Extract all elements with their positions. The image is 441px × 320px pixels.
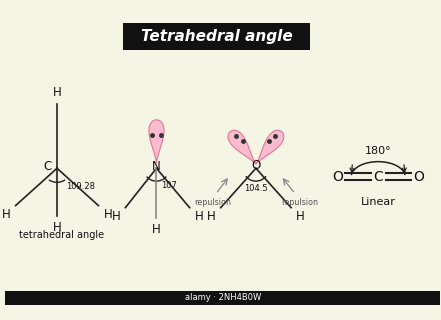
Text: 107: 107 bbox=[161, 181, 177, 190]
Text: O: O bbox=[413, 170, 424, 184]
FancyBboxPatch shape bbox=[5, 291, 440, 305]
Text: Tetrahedral angle: Tetrahedral angle bbox=[141, 29, 292, 44]
Text: H: H bbox=[296, 210, 305, 223]
Text: H: H bbox=[112, 210, 120, 223]
Text: alamy · 2NH4B0W: alamy · 2NH4B0W bbox=[185, 293, 261, 302]
Text: 104.5: 104.5 bbox=[244, 184, 268, 193]
Text: 180°: 180° bbox=[365, 146, 392, 156]
Text: H: H bbox=[2, 208, 11, 221]
Text: C: C bbox=[373, 170, 383, 184]
Text: N: N bbox=[152, 160, 161, 173]
Text: repulsion: repulsion bbox=[282, 198, 319, 207]
Text: H: H bbox=[207, 210, 216, 223]
Text: O: O bbox=[332, 170, 343, 184]
Text: Linear: Linear bbox=[361, 197, 396, 207]
Polygon shape bbox=[256, 130, 284, 164]
Polygon shape bbox=[228, 130, 256, 164]
Text: H: H bbox=[194, 210, 203, 223]
Text: O: O bbox=[251, 159, 261, 172]
Text: H: H bbox=[104, 208, 112, 221]
FancyBboxPatch shape bbox=[123, 23, 310, 50]
Polygon shape bbox=[149, 120, 164, 163]
Text: H: H bbox=[52, 221, 61, 234]
Text: H: H bbox=[152, 223, 161, 236]
Text: tetrahedral angle: tetrahedral angle bbox=[19, 229, 104, 240]
Text: 109.28: 109.28 bbox=[66, 182, 95, 191]
Text: repulsion: repulsion bbox=[194, 198, 231, 207]
Text: H: H bbox=[52, 86, 61, 99]
Text: C: C bbox=[44, 160, 52, 173]
